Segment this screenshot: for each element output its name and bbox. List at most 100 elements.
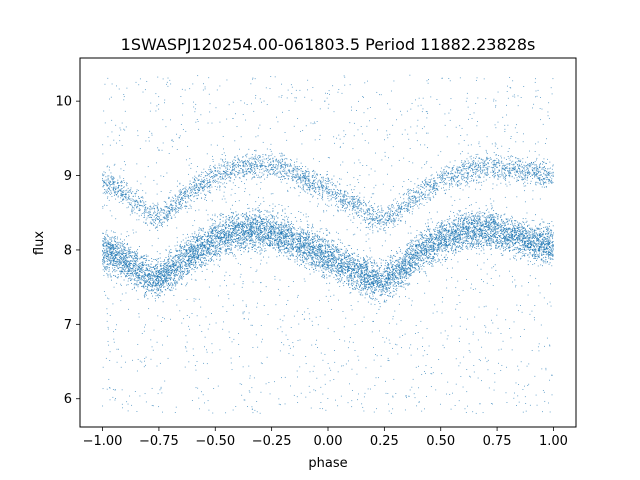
data-point [266,228,268,230]
data-point [398,247,400,248]
data-point [546,240,548,242]
data-point [339,271,341,273]
data-point [523,228,525,229]
data-point [455,248,457,250]
data-point [414,267,416,269]
data-point [413,256,415,258]
data-point [501,246,503,248]
data-point [492,231,493,233]
data-point [229,225,231,227]
data-point [490,215,492,217]
data-point [126,253,128,255]
data-point [484,221,486,223]
data-point [459,245,460,247]
data-point [242,216,243,218]
data-point [196,237,198,239]
data-point [511,231,513,233]
data-point [250,233,252,235]
data-point [134,254,136,256]
data-point [442,250,444,252]
data-point [104,267,105,269]
data-point [357,282,359,284]
data-point [297,240,299,242]
data-point [262,244,264,246]
data-point [161,291,163,293]
data-point [505,248,507,250]
data-point [540,241,542,243]
data-point [440,223,442,225]
data-point [317,251,319,252]
data-point [316,258,318,260]
data-point [249,227,251,229]
data-point [491,238,492,240]
data-point [170,290,172,292]
data-point [116,248,118,250]
data-point [437,231,438,233]
data-point [140,256,142,258]
data-point [470,223,472,225]
data-point [305,243,307,245]
data-point [369,261,371,262]
data-point [283,236,285,238]
data-point [187,233,188,235]
data-point [435,238,437,240]
data-point [228,249,230,250]
data-point [254,231,256,233]
data-point [260,221,262,223]
data-point [188,255,190,257]
data-point [445,240,447,242]
data-point [245,245,247,247]
data-point [194,253,196,255]
data-point [538,241,540,242]
data-point [374,263,376,265]
data-point [432,256,434,258]
data-point [176,281,177,283]
data-point [309,249,310,251]
data-point [359,286,360,288]
data-point [201,262,202,263]
data-point [105,246,107,248]
data-point [214,215,216,217]
data-point [327,264,329,266]
data-point [118,243,120,245]
data-point [504,213,506,215]
data-point [305,233,307,235]
data-point [273,227,275,229]
data-point [502,222,504,224]
data-point [270,244,272,246]
data-point [114,257,116,259]
data-point [423,243,425,245]
data-point [244,247,246,248]
data-point [542,221,544,223]
data-point [490,230,492,232]
data-point [322,277,324,278]
data-point [163,269,164,271]
data-point [211,225,213,227]
data-point [489,239,491,241]
data-point [434,249,436,251]
data-point [423,266,425,267]
data-point [469,225,471,227]
data-point [380,259,382,261]
data-point [213,254,214,256]
data-point [522,248,524,250]
data-point [179,244,181,246]
data-point [482,225,484,227]
data-point [176,266,178,268]
data-point [522,244,524,246]
data-point [467,243,468,245]
data-point [292,253,294,255]
data-point [462,221,464,223]
data-point [339,248,341,250]
data-point [449,240,451,242]
data-point [454,222,456,224]
data-point [253,228,255,230]
data-point [143,276,145,278]
data-point [505,230,507,232]
data-point [243,215,245,217]
data-point [426,242,428,244]
data-point [332,252,334,254]
data-point [217,226,219,228]
data-point [486,242,488,244]
data-point [272,232,274,234]
